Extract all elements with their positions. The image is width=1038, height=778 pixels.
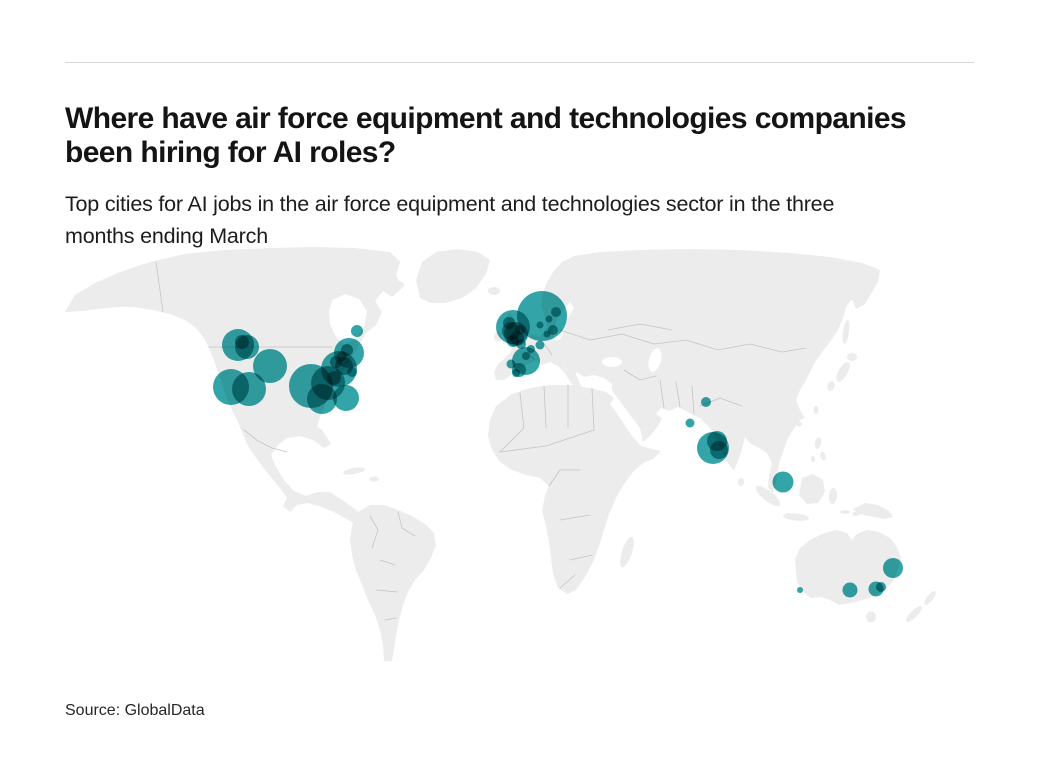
caspian-sea	[648, 348, 662, 372]
city-bubble-oceania[interactable]	[883, 558, 903, 578]
source-credit: Source: GlobalData	[65, 702, 205, 719]
city-bubble-europe[interactable]	[506, 359, 516, 369]
landmass-africa	[488, 385, 661, 594]
city-bubble-europe[interactable]	[551, 307, 561, 317]
city-bubble-south-asia[interactable]	[701, 397, 711, 407]
city-bubble-north-america[interactable]	[311, 366, 345, 400]
city-bubble-europe[interactable]	[527, 345, 535, 353]
landmass-nz-south	[906, 606, 922, 622]
top-divider	[65, 62, 974, 63]
city-bubble-europe[interactable]	[543, 330, 551, 338]
landmass-taiwan	[813, 406, 819, 414]
landmass-kyushu	[827, 381, 835, 391]
city-bubble-south-asia[interactable]	[685, 418, 695, 428]
landmass-greenland	[416, 249, 490, 303]
city-bubble-north-america[interactable]	[347, 367, 357, 377]
arctic-island	[392, 281, 404, 289]
city-bubble-south-asia[interactable]	[710, 441, 728, 459]
city-bubble-oceania[interactable]	[797, 587, 803, 593]
map-svg	[65, 247, 936, 661]
landmass-philippines	[820, 451, 826, 461]
city-bubble-europe[interactable]	[536, 321, 544, 329]
landmass-honshu	[836, 362, 850, 382]
landmass-tasmania	[866, 611, 876, 623]
city-bubble-north-america[interactable]	[330, 356, 342, 368]
chart-subtitle: Top cities for AI jobs in the air force …	[65, 191, 835, 248]
city-bubble-north-america[interactable]	[253, 349, 287, 383]
city-bubble-europe[interactable]	[515, 325, 525, 335]
chart-title: Where have air force equipment and techn…	[65, 102, 907, 170]
landmass-java	[783, 513, 809, 521]
arctic-island	[335, 257, 355, 267]
city-bubble-oceania[interactable]	[842, 582, 858, 598]
landmass-philippines	[811, 455, 815, 463]
landmass-madagascar	[620, 536, 634, 568]
landmass-hispaniola	[369, 476, 379, 482]
landmass-south-america	[350, 505, 436, 661]
city-bubble-southeast-asia[interactable]	[772, 471, 794, 493]
arctic-island	[361, 266, 389, 284]
landmass-cuba	[343, 467, 365, 475]
city-bubble-north-america[interactable]	[327, 371, 341, 385]
landmass-philippines	[814, 437, 822, 449]
city-bubble-europe[interactable]	[545, 315, 553, 323]
landmass-hainan	[796, 421, 802, 427]
city-bubble-europe[interactable]	[503, 317, 515, 329]
city-bubble-europe[interactable]	[535, 340, 545, 350]
city-bubble-europe[interactable]	[516, 339, 526, 349]
landmass-borneo	[799, 474, 825, 504]
black-sea	[602, 357, 622, 367]
city-bubble-europe[interactable]	[548, 325, 558, 335]
landmass-sri-lanka	[738, 478, 744, 486]
landmass-iceland	[488, 287, 500, 295]
city-bubble-oceania[interactable]	[876, 582, 886, 592]
landmass-sakhalin	[842, 320, 850, 344]
city-bubble-north-america[interactable]	[232, 372, 266, 406]
landmass-sulawesi	[828, 488, 838, 504]
world-bubble-map	[55, 240, 985, 670]
landmass-sumatra	[755, 485, 781, 507]
landmass-lesser-sunda	[840, 510, 850, 514]
city-bubble-europe[interactable]	[522, 352, 530, 360]
city-bubble-europe[interactable]	[512, 369, 520, 377]
landmass-hokkaido	[847, 353, 857, 361]
bubble-layer	[213, 291, 903, 598]
landmass-nz-north	[924, 591, 936, 605]
landmass-new-guinea	[853, 503, 893, 519]
city-bubble-north-america[interactable]	[351, 325, 363, 337]
landmass-eurasia	[494, 249, 880, 493]
city-bubble-north-america[interactable]	[235, 335, 249, 349]
land-layer	[65, 247, 936, 661]
